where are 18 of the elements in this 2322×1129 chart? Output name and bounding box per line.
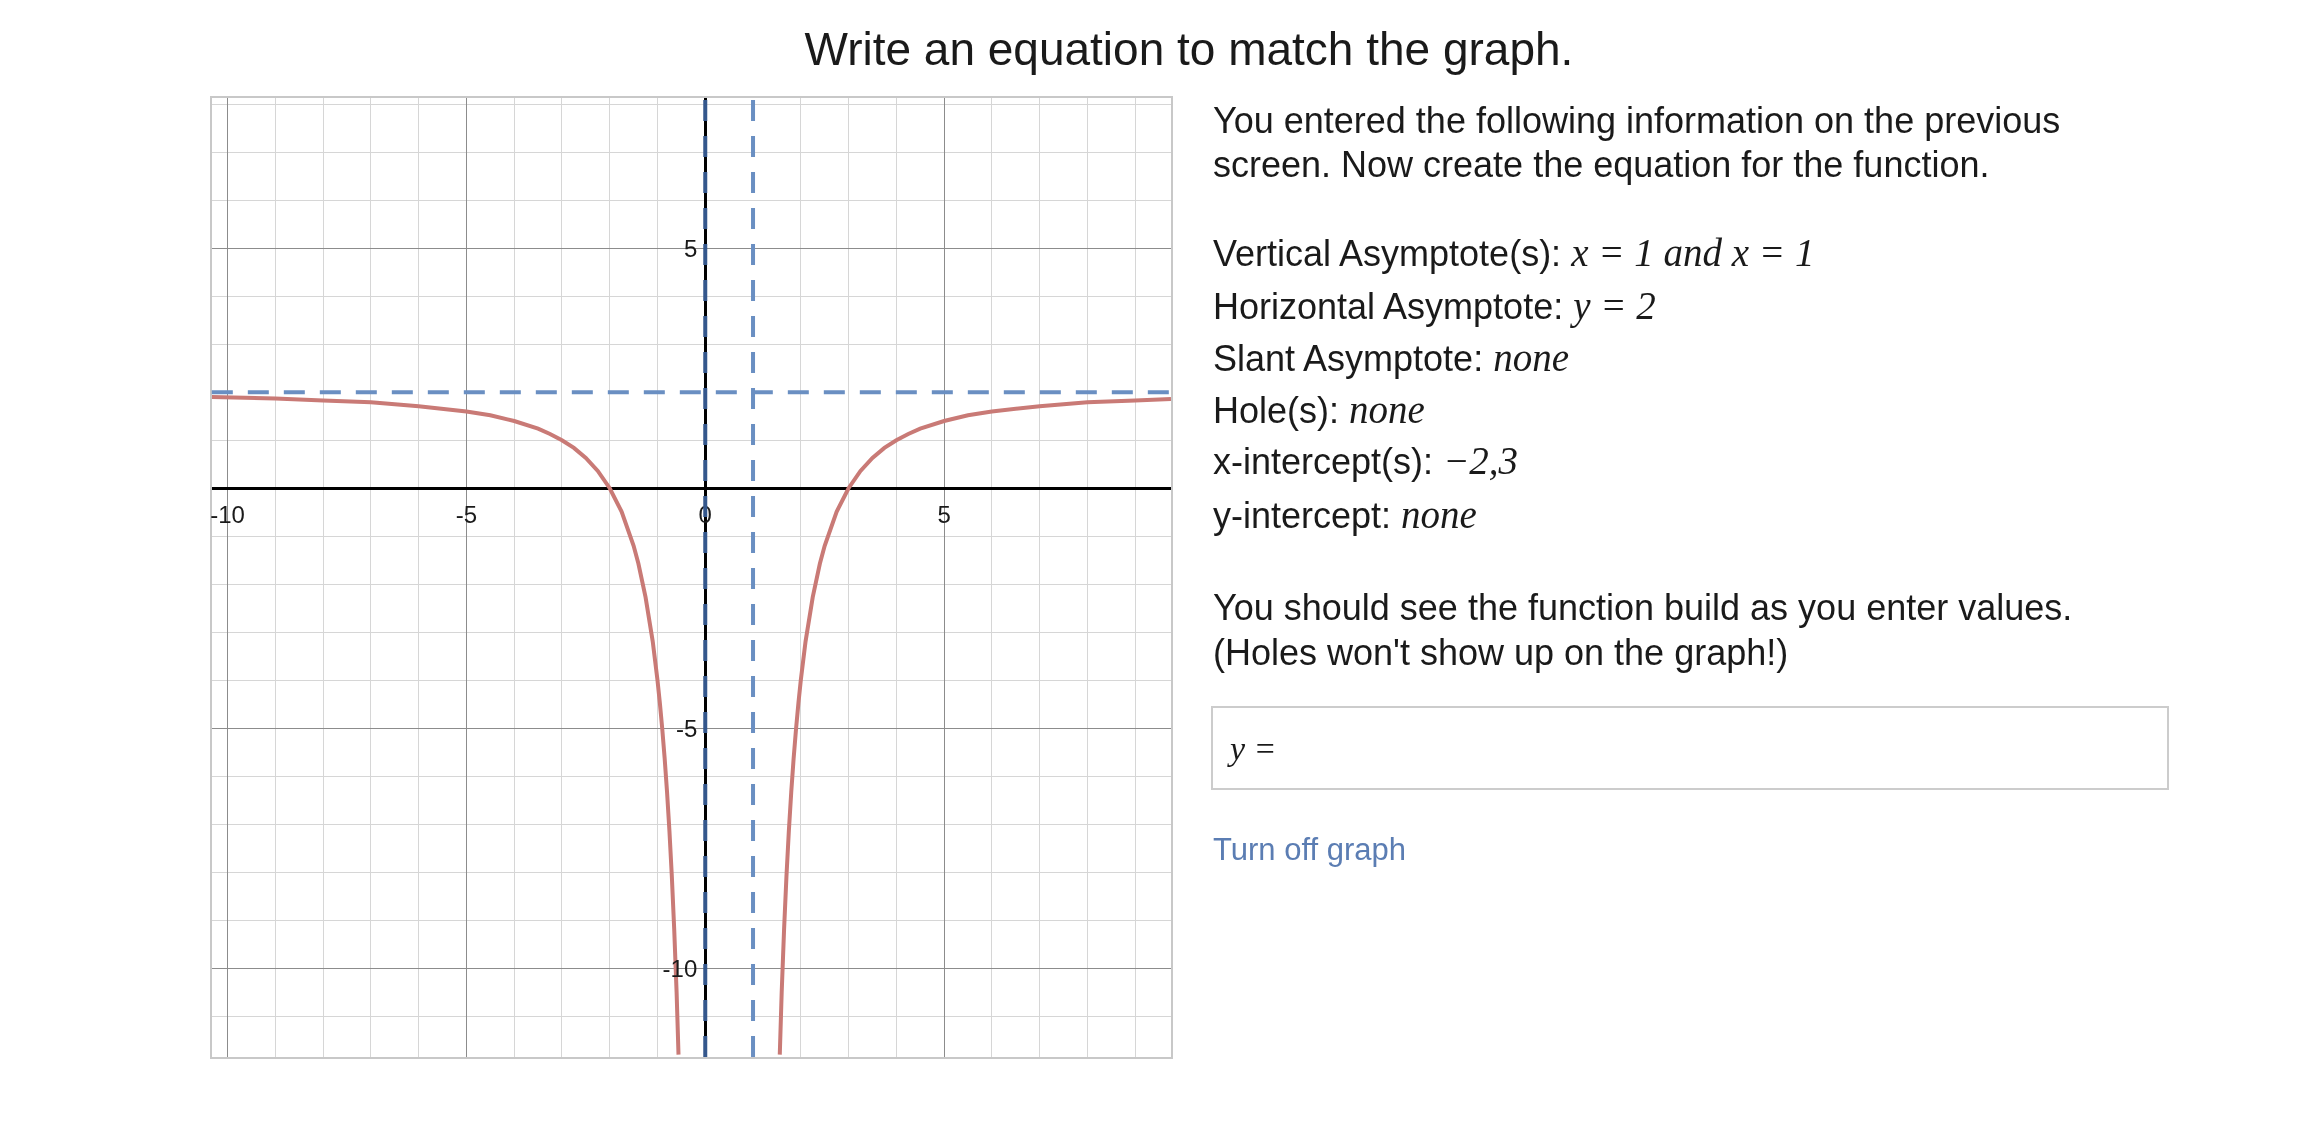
text: Hole(s): none (1213, 388, 1425, 431)
text: Vertical Asymptote(s): x = 1 and x = 1 (1213, 231, 1815, 274)
text: Turn off graph (1213, 832, 1407, 867)
text: Slant Asymptote: none (1213, 336, 1569, 379)
chart-title: Write an equation to match the graph. (804, 23, 1574, 76)
x-tick-label: -5 (455, 501, 478, 529)
text: screen. Now create the equation for the function. (1213, 144, 1990, 185)
y-tick-label: 5 (683, 234, 698, 262)
x-tick-label: 5 (937, 501, 951, 529)
text: x-intercept(s): −2,3 (1213, 439, 1519, 482)
x-tick-label: -10 (210, 501, 245, 529)
text: You entered the following information on the previous (1213, 100, 2061, 141)
text: (Holes won't show up on the graph!) (1213, 632, 1789, 673)
text: y = (1227, 729, 1277, 767)
text: y-intercept: none (1213, 493, 1477, 536)
y-tick-label: -5 (675, 714, 698, 742)
text: You should see the function build as you enter values. (1213, 587, 2073, 628)
text: Horizontal Asymptote: y = 2 (1213, 284, 1656, 328)
